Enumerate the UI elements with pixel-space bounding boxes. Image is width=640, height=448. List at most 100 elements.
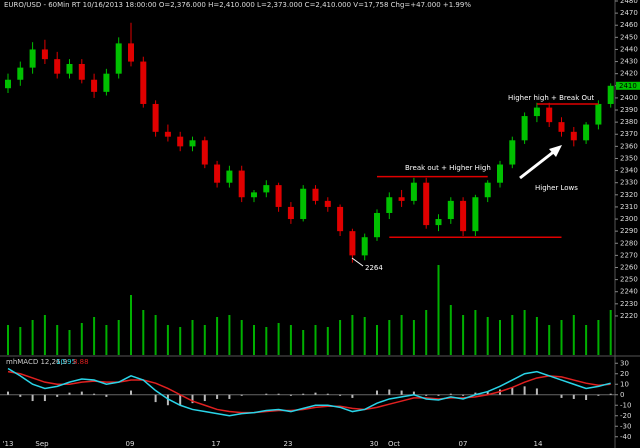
volume-bar [437, 265, 440, 355]
volume-bar [142, 310, 145, 355]
volume-bar [289, 325, 292, 355]
candle-body [386, 197, 393, 213]
y-tick-label: -30 [620, 422, 631, 430]
candle-body [29, 49, 36, 68]
volume-bar [326, 327, 329, 355]
volume-bar [400, 315, 403, 355]
y-tick-label: 2260 [620, 263, 638, 271]
volume-bar [68, 330, 71, 355]
y-tick-label: 2320 [620, 191, 638, 199]
y-tick-label: 2370 [620, 130, 638, 138]
y-tick-label: 2290 [620, 227, 638, 235]
x-tick-label: 07 [459, 440, 468, 448]
candle-body [497, 164, 503, 183]
volume-bar [523, 310, 526, 355]
y-tick-label: 2240 [620, 288, 638, 296]
candle-body [54, 59, 61, 74]
candle-body [570, 131, 577, 141]
volume-bar [511, 315, 514, 355]
y-tick-label: 20 [620, 370, 629, 378]
volume-bar [117, 320, 120, 355]
last-price: 2410 [619, 82, 637, 90]
volume-bar [56, 325, 59, 355]
y-tick-label: 2250 [620, 276, 638, 284]
volume-bar [363, 317, 366, 355]
candle-body [78, 63, 85, 80]
candle-body [398, 197, 405, 201]
volume-bar [548, 325, 551, 355]
candle-body [41, 49, 48, 60]
arrow [519, 148, 557, 180]
y-tick-label: 2380 [620, 118, 638, 126]
x-tick-label: 30 [370, 440, 379, 448]
volume-bar [499, 320, 501, 355]
candle-body [66, 63, 73, 74]
candle-body [472, 197, 479, 232]
chart-title: EURO/USD - 60Min RT 10/16/2013 18:00:00 … [4, 1, 471, 9]
signal-value: 8.88 [73, 358, 89, 366]
candle-body [152, 103, 159, 132]
macd-line [7, 367, 611, 417]
volume-bar [388, 320, 391, 355]
y-tick-label: 10 [620, 380, 629, 388]
volume-bar [154, 315, 157, 355]
y-tick-label: 2390 [620, 106, 638, 114]
volume-bar [425, 310, 428, 355]
volume-bar [228, 315, 231, 355]
candle-body [177, 136, 184, 147]
candle-body [5, 79, 11, 89]
y-tick-label: 2470 [620, 9, 638, 17]
volume-bar [203, 325, 206, 355]
volume-bar [560, 320, 563, 355]
macd-value: 10.95 [56, 358, 76, 366]
candle-body [423, 182, 430, 226]
candle-body [460, 200, 467, 232]
candle-body [324, 200, 331, 207]
candle-body [533, 107, 540, 117]
candle-body [263, 185, 270, 193]
y-tick-label: 2420 [620, 70, 638, 78]
y-tick-label: 2300 [620, 215, 638, 223]
arrow-head [549, 145, 562, 157]
volume-bar [19, 327, 22, 355]
candle-body [214, 164, 221, 183]
candle-body [558, 122, 565, 132]
candle-body [275, 185, 282, 207]
volume-bar [253, 325, 255, 355]
y-tick-label: 2280 [620, 239, 638, 247]
volume-bar [93, 317, 96, 355]
candle-body [300, 188, 307, 220]
volume-bar [166, 325, 169, 355]
y-tick-label: 2310 [620, 203, 638, 211]
volume-bar [240, 320, 243, 355]
candle-body [91, 79, 98, 92]
x-tick-label: 09 [126, 440, 135, 448]
candle-body [164, 131, 171, 137]
candle-body [312, 188, 319, 201]
volume-bar [302, 330, 305, 355]
volume-bar [31, 320, 34, 355]
candle-body [361, 237, 368, 256]
candle-body [201, 140, 208, 165]
volume-bar [585, 325, 588, 355]
x-tick-label: 17 [212, 440, 221, 448]
y-tick-label: -20 [620, 412, 631, 420]
volume-bar [7, 325, 9, 355]
y-tick-label: 0 [620, 391, 624, 399]
annotation: 2264 [365, 264, 383, 272]
y-tick-label: 2220 [620, 312, 638, 320]
candle-body [410, 182, 417, 201]
volume-bar [179, 327, 182, 355]
x-tick-label: Sep [35, 440, 49, 448]
y-tick-label: -40 [620, 433, 631, 441]
candle-body [115, 43, 122, 74]
y-tick-label: 2230 [620, 300, 638, 308]
volume-bar [462, 315, 465, 355]
candle-body [607, 85, 614, 104]
y-tick-label: 2360 [620, 142, 638, 150]
candle-body [226, 170, 233, 183]
candle-body [17, 67, 24, 80]
annotation: Higher high + Break Out [508, 94, 594, 102]
candle-body [374, 212, 380, 238]
